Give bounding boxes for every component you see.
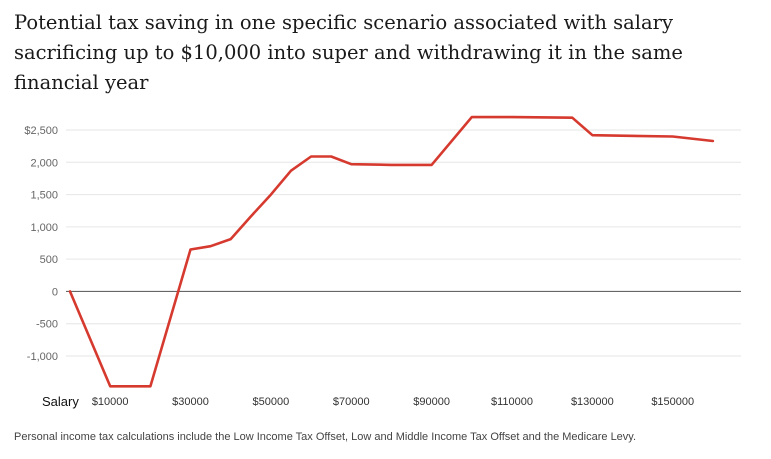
y-tick-label: 0	[52, 286, 58, 298]
x-axis-label: Salary	[42, 394, 79, 409]
y-tick-label: 2,000	[30, 157, 58, 169]
series-lines	[68, 115, 715, 388]
chart-title: Potential tax saving in one specific sce…	[14, 11, 683, 94]
x-tick-label: $70000	[333, 396, 370, 408]
x-tick-label: $150000	[651, 396, 694, 408]
x-tick-label: $90000	[413, 396, 450, 408]
x-axis-ticks: $10000 $30000 $50000 $70000 $90000 $110000 $13…	[92, 396, 694, 408]
y-tick-label: 500	[40, 254, 58, 266]
y-axis-ticks: $2,500 2,000 1,500 1,000 500 0 -500 -1,000	[24, 125, 58, 363]
y-tick-label: -1,000	[27, 351, 58, 363]
chart-footnote: Personal income tax calculations include…	[14, 431, 637, 443]
y-tick-label: -500	[36, 319, 58, 331]
y-tick-label: $2,500	[24, 125, 58, 137]
y-tick-label: 1,000	[30, 222, 58, 234]
x-tick-label: $50000	[253, 396, 290, 408]
series-line-tax-saving	[68, 115, 715, 388]
x-tick-label: $110000	[491, 396, 533, 408]
x-tick-label: $130000	[571, 396, 614, 408]
y-tick-label: 1,500	[30, 190, 58, 202]
x-tick-label: $30000	[172, 396, 209, 408]
x-tick-label: $10000	[92, 396, 129, 408]
